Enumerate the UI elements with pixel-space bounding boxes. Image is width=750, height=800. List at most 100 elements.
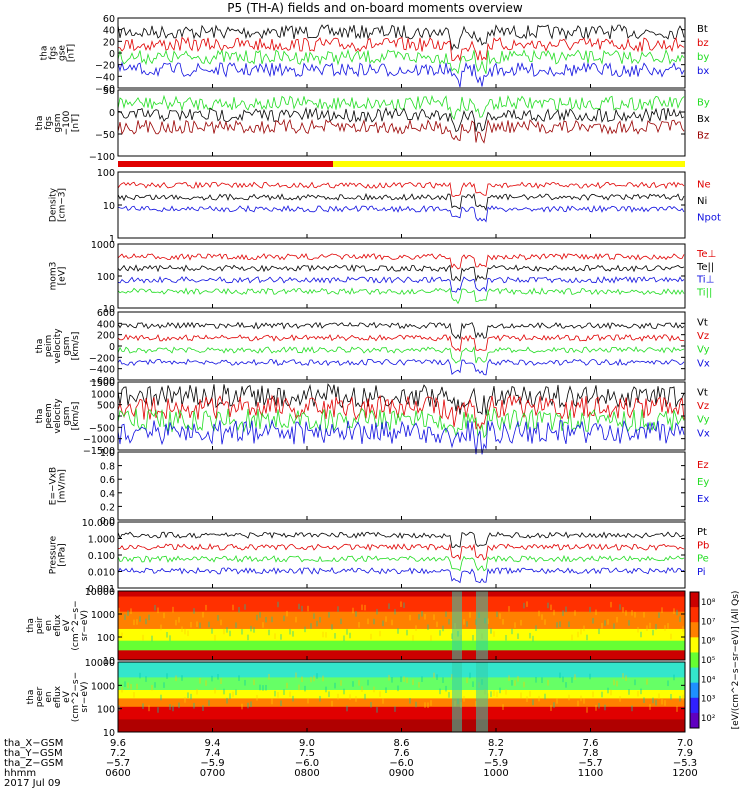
colorbar-tick-label: 10⁵	[701, 656, 715, 666]
y-axis-label: tha	[35, 116, 45, 131]
heatmap-cell	[205, 680, 207, 686]
heatmap-cell	[523, 602, 525, 609]
x-value: 0600	[105, 768, 131, 779]
heatmap-cell	[616, 616, 618, 623]
heatmap-cell	[370, 702, 372, 708]
heatmap-cell	[472, 634, 474, 641]
heatmap-cell	[166, 632, 168, 638]
heatmap-cell	[538, 610, 540, 617]
heatmap-band	[118, 677, 685, 691]
panel-10	[117, 661, 686, 733]
heatmap-cell	[286, 682, 288, 689]
heatmap-cell	[604, 704, 606, 711]
heatmap-cell	[619, 604, 621, 610]
heatmap-cell	[340, 618, 342, 625]
legend-Vz: Vz	[697, 401, 709, 412]
heatmap-cell	[469, 612, 471, 618]
heatmap-cell	[646, 625, 648, 631]
heatmap-cell	[505, 634, 507, 641]
heatmap-cell	[256, 614, 258, 621]
y-tick-label: −40	[95, 72, 115, 83]
y-tick-label: −400	[89, 365, 115, 376]
series-Vt	[117, 383, 685, 416]
heatmap-cell	[448, 692, 450, 698]
heatmap-cell	[208, 621, 210, 628]
heatmap-cell	[562, 610, 564, 616]
heatmap-cell	[601, 691, 603, 698]
x-value: 1100	[577, 768, 604, 779]
heatmap-cell	[610, 689, 612, 696]
heatmap-cell	[508, 675, 510, 681]
heatmap-cell	[274, 690, 276, 697]
y-tick-label: 10	[103, 656, 115, 667]
panel-frame	[117, 89, 686, 157]
heatmap-cell	[427, 624, 429, 631]
heatmap-cell	[214, 634, 216, 641]
heatmap-cell	[607, 619, 609, 625]
heatmap-cell	[412, 679, 414, 685]
x-value: 7.6	[393, 748, 410, 759]
heatmap-cell	[628, 689, 630, 695]
heatmap-cell	[574, 610, 576, 616]
heatmap-cell	[307, 697, 309, 704]
panel-6	[117, 381, 686, 455]
y-axis-label: gsm	[53, 113, 63, 132]
heatmap-cell	[520, 619, 522, 626]
heatmap-cell	[499, 613, 501, 619]
heatmap-cell	[376, 707, 378, 713]
y-tick-label: 40	[103, 26, 115, 37]
heatmap-cell	[397, 628, 399, 634]
heatmap-cell	[151, 684, 153, 691]
heatmap-cell	[421, 676, 423, 682]
heatmap-cell	[418, 682, 420, 688]
heatmap-cell	[430, 700, 432, 706]
heatmap-cell	[406, 629, 408, 636]
y-tick-label: 0.2	[100, 502, 115, 513]
x-value: −6.0	[294, 758, 320, 769]
legend-by: by	[697, 52, 709, 63]
heatmap-cell	[541, 614, 543, 620]
y-tick-label: −60	[95, 84, 115, 95]
legend-Npot: Npot	[697, 213, 721, 224]
x-value: −5.7	[578, 758, 603, 769]
heatmap-cell	[433, 614, 435, 620]
heatmap-cell	[514, 622, 516, 628]
heatmap-cell	[466, 621, 468, 627]
heatmap-cell	[262, 622, 264, 628]
heatmap-cell	[655, 699, 657, 706]
heatmap-cell	[562, 676, 564, 683]
heatmap-cell	[514, 680, 516, 686]
heatmap-cell	[568, 694, 570, 701]
heatmap-cell	[253, 627, 255, 633]
x-value: 8.6	[393, 738, 410, 749]
heatmap-cell	[613, 679, 615, 686]
heatmap-cell	[529, 691, 531, 697]
legend-Ez: Ez	[697, 460, 709, 471]
heatmap-cell	[415, 625, 417, 631]
heatmap-cell	[670, 633, 672, 640]
x-value: −5.7	[105, 758, 131, 769]
heatmap-cell	[133, 619, 135, 626]
panel-frame	[117, 17, 686, 89]
heatmap-cell	[589, 673, 591, 680]
legend-bz: bz	[697, 38, 709, 49]
y-axis-label: gse	[58, 45, 68, 61]
y-tick-label: 1000	[91, 389, 115, 400]
heatmap-cell	[139, 672, 141, 679]
heatmap-cell	[505, 689, 507, 695]
heatmap-cell	[598, 628, 600, 635]
legend-Vt: Vt	[697, 388, 708, 399]
y-tick-label: 10.000	[82, 518, 115, 529]
series-Pe	[117, 554, 685, 572]
y-tick-label: 50	[103, 86, 115, 97]
heatmap-cell	[235, 622, 237, 628]
heatmap-cell	[439, 688, 441, 695]
heatmap-cell	[184, 697, 186, 703]
heatmap-cell	[286, 610, 288, 617]
heatmap-band	[118, 662, 685, 678]
heatmap-cell	[259, 612, 261, 618]
series-Bx	[117, 106, 685, 133]
legend-Pi: Pi	[697, 567, 706, 578]
heatmap-band	[118, 611, 685, 630]
heatmap-cell	[592, 691, 594, 698]
